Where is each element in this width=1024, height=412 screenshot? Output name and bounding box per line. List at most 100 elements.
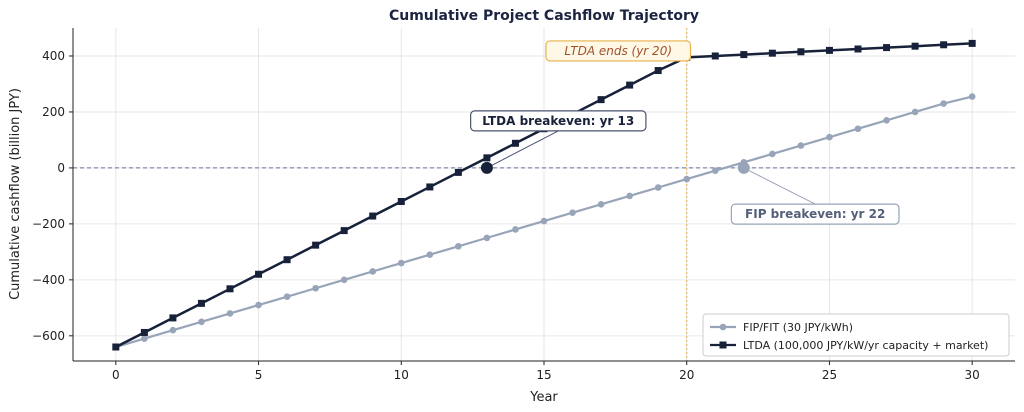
chart-title: Cumulative Project Cashflow Trajectory — [389, 8, 699, 24]
data-point — [198, 318, 205, 326]
x-tick-label: 5 — [255, 368, 263, 382]
data-point — [797, 142, 805, 149]
data-point — [226, 285, 234, 293]
data-point — [312, 284, 319, 292]
data-point — [169, 314, 177, 322]
data-point — [426, 251, 434, 258]
data-point — [397, 197, 405, 205]
y-tick-label: −600 — [32, 329, 65, 343]
legend-label: LTDA (100,000 JPY/kW/yr capacity + marke… — [743, 339, 988, 352]
data-point — [768, 49, 776, 57]
data-point — [769, 150, 776, 158]
annotation-box — [545, 40, 692, 62]
y-tick-label: −400 — [32, 273, 65, 287]
data-point — [512, 226, 519, 233]
data-point — [968, 93, 976, 100]
annotation-text: LTDA breakeven: yr 13 — [482, 114, 634, 128]
data-point — [797, 48, 805, 56]
annotation-text: FIP breakeven: yr 22 — [745, 207, 885, 221]
data-point — [255, 270, 263, 278]
data-point — [825, 46, 833, 54]
legend: FIP/FIT (30 JPY/kWh) LTDA (100,000 JPY/kW… — [702, 313, 1010, 357]
legend-marker — [719, 323, 727, 331]
data-point — [911, 108, 919, 116]
data-point — [369, 268, 377, 275]
data-point — [426, 183, 434, 191]
data-point — [683, 175, 691, 183]
annotation-2: LTDA ends (yr 20) — [545, 40, 692, 62]
data-point — [340, 276, 348, 284]
data-point — [968, 39, 976, 47]
data-point — [740, 51, 748, 59]
data-point — [854, 125, 862, 133]
data-point — [312, 241, 320, 249]
annotation-box — [730, 203, 900, 225]
x-tick-label: 15 — [536, 368, 551, 382]
data-point — [283, 293, 291, 300]
data-point — [197, 299, 205, 307]
data-point — [511, 139, 519, 147]
data-point — [940, 100, 947, 107]
data-point — [112, 343, 120, 351]
data-point — [340, 227, 348, 235]
x-tick-label: 10 — [394, 368, 409, 382]
data-point — [255, 301, 262, 309]
breakeven-marker — [737, 161, 750, 174]
data-point — [226, 310, 234, 317]
x-tick-label: 20 — [679, 368, 694, 382]
annotation-text: LTDA ends (yr 20) — [564, 44, 672, 58]
legend-marker — [719, 341, 727, 349]
annotation-arrow — [743, 167, 816, 205]
data-point — [826, 133, 833, 141]
data-point — [483, 154, 491, 162]
data-point — [883, 44, 891, 52]
series-0 — [112, 93, 976, 351]
y-tick-label: 400 — [42, 49, 65, 63]
annotations: LTDA breakeven: yr 13 FIP breakeven: yr 2… — [470, 40, 900, 225]
annotation-box — [470, 110, 647, 132]
series-layer — [112, 39, 976, 351]
data-point — [455, 242, 462, 250]
data-point — [711, 52, 719, 60]
data-point — [940, 41, 948, 49]
x-tick-label: 0 — [112, 368, 120, 382]
data-point — [454, 168, 462, 176]
data-point — [540, 217, 548, 225]
data-point — [654, 184, 662, 191]
legend-label: FIP/FIT (30 JPY/kWh) — [743, 321, 853, 334]
annotation-arrow — [486, 130, 559, 169]
data-point — [883, 117, 890, 124]
reference-lines — [73, 28, 1015, 361]
y-axis-label: Cumulative cashflow (billion JPY) — [8, 88, 23, 300]
data-point — [654, 67, 662, 75]
data-point — [711, 167, 719, 175]
legend-item-1: LTDA (100,000 JPY/kW/yr capacity + marke… — [710, 339, 988, 352]
grid — [73, 28, 1015, 361]
data-point — [140, 328, 148, 336]
data-point — [911, 42, 919, 50]
data-point — [597, 96, 605, 104]
data-point — [369, 212, 377, 220]
y-tick-label: −200 — [32, 217, 65, 231]
x-tick-label: 30 — [965, 368, 980, 382]
breakeven-marker — [480, 161, 493, 174]
series-1 — [112, 39, 976, 351]
legend-item-0: FIP/FIT (30 JPY/kWh) — [710, 321, 853, 334]
x-axis-label: Year — [529, 390, 558, 405]
y-tick-label: 200 — [42, 105, 65, 119]
x-tick-label: 25 — [822, 368, 837, 382]
data-point — [597, 200, 605, 208]
ticks: 0 5 10 15 20 25 30 −600 −400 −200 0 200 400 — [32, 49, 980, 382]
data-point — [283, 256, 291, 264]
data-point — [141, 335, 148, 342]
y-tick-label: 0 — [57, 161, 65, 175]
data-point — [397, 259, 405, 267]
data-point — [626, 81, 634, 89]
data-point — [169, 326, 177, 334]
annotation-0: LTDA breakeven: yr 13 — [470, 110, 647, 174]
legend-box — [702, 313, 1010, 357]
data-point — [483, 234, 491, 242]
data-point — [626, 192, 633, 200]
annotation-1: FIP breakeven: yr 22 — [730, 161, 900, 225]
